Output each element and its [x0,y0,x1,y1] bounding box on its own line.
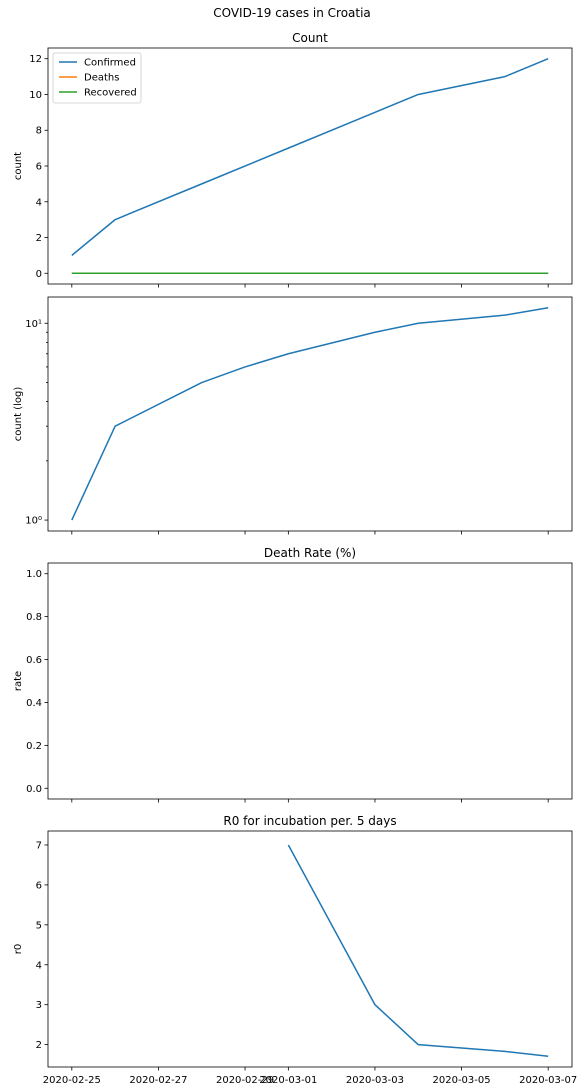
x-tick-label: 2020-02-25 [43,1075,101,1086]
y-tick-label: 3 [36,1000,42,1011]
figure-title: COVID-19 cases in Croatia [213,6,371,20]
chart-title: Death Rate (%) [264,546,356,560]
y-axis-label: rate [13,671,24,691]
series-line-1 [287,844,549,1057]
y-axis-label: count (log) [13,387,24,442]
y-axis-label: count [13,152,24,180]
y-tick-label: 2 [36,1040,42,1051]
y-tick-label: 7 [36,840,42,851]
x-tick-label: 2020-02-27 [129,1075,187,1086]
y-tick-label: 8 [36,126,42,137]
chart-panel-1: Count count 0 2 4 6 8 10 12 Confirmed Deaths Recove… [13,31,573,288]
legend-label-confirmed: Confirmed [84,58,136,69]
legend-box [52,52,142,104]
y-axis-label: r0 [13,944,24,954]
y-tick-label: 10¹ [25,319,42,330]
chart-panel-2: count (log) 10⁰ 10¹ [13,296,573,535]
legend-label-deaths: Deaths [84,73,119,84]
plot-frame [47,296,573,532]
y-tick-label: 0.2 [26,741,42,752]
x-tick-label: 2020-03-03 [346,1075,404,1086]
y-tick-label: 5 [36,920,42,931]
y-tick-label: 0.4 [26,698,42,709]
plot-frame [47,47,573,285]
chart-panel-4: R0 for incubation per. 5 days r0 2 3 4 5 6 7 202… [13,814,577,1086]
series-line-1 [71,306,549,521]
y-tick-label: 10 [29,90,42,101]
y-tick-label: 2 [36,233,42,244]
legend: Confirmed Deaths Recovered [52,52,142,104]
y-tick-label: 4 [36,960,42,971]
legend-label-recovered: Recovered [84,88,137,99]
y-tick-label: 0.8 [26,612,42,623]
y-tick-label: 6 [36,880,42,891]
y-tick-label: 0.6 [26,655,42,666]
chart-title: Count [292,31,328,45]
y-tick-label: 0 [36,269,42,280]
series-line-confirmed [71,58,549,256]
chart-panel-3: Death Rate (%) rate 0.0 0.2 0.4 0.6 0.8 1.0 [13,546,573,803]
x-tick-label: 2020-03-01 [259,1075,317,1086]
chart-title: R0 for incubation per. 5 days [223,814,396,828]
y-tick-label: 10⁰ [25,516,42,527]
x-tick-label: 2020-03-07 [519,1075,577,1086]
y-tick-label: 0.0 [26,784,42,795]
y-tick-label: 1.0 [26,569,42,580]
x-tick-label: 2020-03-05 [433,1075,491,1086]
plot-frame [47,830,573,1068]
y-tick-label: 4 [36,197,42,208]
x-tick-label: 2020-02-29 [216,1075,274,1086]
plot-frame [47,562,573,800]
y-tick-label: 6 [36,162,42,173]
y-tick-label: 12 [29,54,42,65]
